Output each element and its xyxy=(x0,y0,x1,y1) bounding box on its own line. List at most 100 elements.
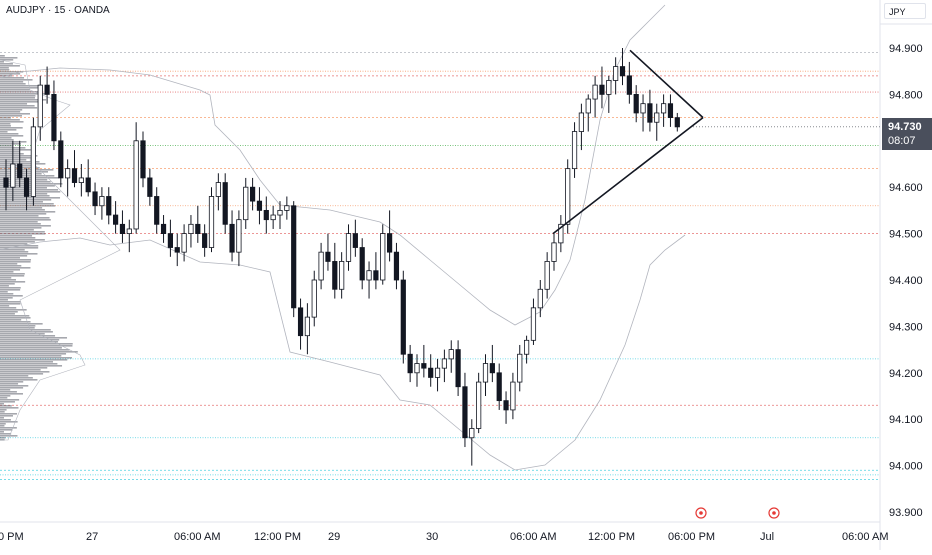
candle-body[interactable] xyxy=(119,223,126,235)
candle-body[interactable] xyxy=(3,177,9,188)
candle-body[interactable] xyxy=(215,182,221,197)
candle-body[interactable] xyxy=(667,103,674,119)
candle-body[interactable] xyxy=(304,316,311,337)
candle-body[interactable] xyxy=(113,214,119,225)
candle-body[interactable] xyxy=(571,131,578,170)
candle-body[interactable] xyxy=(188,223,194,235)
candle-body[interactable] xyxy=(222,182,228,225)
candle-body[interactable] xyxy=(92,191,98,207)
candle-body[interactable] xyxy=(448,349,454,360)
candle-body[interactable] xyxy=(256,200,263,211)
candle-body[interactable] xyxy=(263,209,269,221)
candle-body[interactable] xyxy=(606,80,612,95)
candle-body[interactable] xyxy=(380,233,386,281)
candle-body[interactable] xyxy=(10,163,16,188)
candle-body[interactable] xyxy=(400,279,406,355)
candle-body[interactable] xyxy=(359,247,365,281)
candle-body[interactable] xyxy=(524,339,530,355)
candle-body[interactable] xyxy=(626,75,632,95)
candle-body[interactable] xyxy=(249,186,256,202)
candle-body[interactable] xyxy=(325,251,331,262)
candle-body[interactable] xyxy=(462,386,468,439)
candle-body[interactable] xyxy=(44,84,50,95)
candle-body[interactable] xyxy=(339,261,345,290)
candle-body[interactable] xyxy=(30,126,37,197)
candle-body[interactable] xyxy=(85,177,91,193)
triangle-upper-line[interactable] xyxy=(629,49,704,119)
candle-body[interactable] xyxy=(154,196,160,225)
candle-body[interactable] xyxy=(37,84,43,128)
candle-body[interactable] xyxy=(345,233,352,262)
candle-body[interactable] xyxy=(393,251,400,281)
candle-body[interactable] xyxy=(229,223,235,253)
candle-body[interactable] xyxy=(503,400,509,411)
candle-body[interactable] xyxy=(455,349,461,388)
candle-body[interactable] xyxy=(311,279,317,318)
candle-body[interactable] xyxy=(23,177,30,197)
candle-body[interactable] xyxy=(654,112,660,123)
candle-body[interactable] xyxy=(195,223,201,235)
candle-body[interactable] xyxy=(352,233,358,248)
candle-body[interactable] xyxy=(17,163,23,179)
candle-body[interactable] xyxy=(428,367,434,378)
candle-body[interactable] xyxy=(544,261,550,290)
candle-body[interactable] xyxy=(332,261,338,290)
candle-body[interactable] xyxy=(661,103,667,114)
candle-body[interactable] xyxy=(208,196,215,248)
candle-body[interactable] xyxy=(78,177,84,183)
candle-body[interactable] xyxy=(71,168,78,183)
candle-body[interactable] xyxy=(99,196,105,207)
candle-body[interactable] xyxy=(510,381,516,411)
candle-body[interactable] xyxy=(318,251,324,281)
currency-selector[interactable]: JPY xyxy=(884,3,926,19)
candle-body[interactable] xyxy=(421,363,427,369)
candle-body[interactable] xyxy=(386,233,393,253)
candle-body[interactable] xyxy=(640,103,646,114)
candle-body[interactable] xyxy=(58,140,64,179)
candle-body[interactable] xyxy=(174,247,180,253)
candle-body[interactable] xyxy=(366,270,372,281)
candle-body[interactable] xyxy=(530,307,537,341)
candle-body[interactable] xyxy=(160,223,167,235)
candle-body[interactable] xyxy=(407,353,413,374)
candle-body[interactable] xyxy=(147,177,153,197)
candle-body[interactable] xyxy=(291,205,297,309)
candle-body[interactable] xyxy=(537,288,543,309)
candle-body[interactable] xyxy=(674,117,680,128)
candle-body[interactable] xyxy=(585,98,591,114)
candle-body[interactable] xyxy=(496,372,502,402)
candle-body[interactable] xyxy=(613,66,619,81)
candle-body[interactable] xyxy=(647,103,653,123)
candle-body[interactable] xyxy=(441,358,448,369)
candle-body[interactable] xyxy=(65,168,71,179)
candle-body[interactable] xyxy=(565,168,571,225)
candle-body[interactable] xyxy=(578,112,585,132)
candle-body[interactable] xyxy=(236,219,242,253)
candle-body[interactable] xyxy=(619,66,626,77)
candle-body[interactable] xyxy=(202,233,208,248)
candle-body[interactable] xyxy=(140,140,146,179)
candle-body[interactable] xyxy=(243,186,249,221)
candle-body[interactable] xyxy=(633,94,639,114)
candle-body[interactable] xyxy=(489,363,495,374)
candle-body[interactable] xyxy=(476,381,482,429)
candle-body[interactable] xyxy=(277,209,283,216)
candle-body[interactable] xyxy=(181,233,187,253)
candle-body[interactable] xyxy=(551,242,557,262)
candle-body[interactable] xyxy=(284,205,290,211)
triangle-lower-line[interactable] xyxy=(552,116,704,235)
candle-body[interactable] xyxy=(434,367,441,378)
candle-body[interactable] xyxy=(167,233,173,248)
candle-body[interactable] xyxy=(414,363,420,374)
candle-body[interactable] xyxy=(106,196,112,216)
candle-body[interactable] xyxy=(297,307,304,337)
candle-body[interactable] xyxy=(482,363,489,383)
candle-body[interactable] xyxy=(270,214,276,221)
candle-body[interactable] xyxy=(469,428,475,439)
candle-body[interactable] xyxy=(51,94,57,142)
candle-body[interactable] xyxy=(373,270,379,281)
candle-body[interactable] xyxy=(126,228,132,235)
candle-body[interactable] xyxy=(133,140,139,230)
